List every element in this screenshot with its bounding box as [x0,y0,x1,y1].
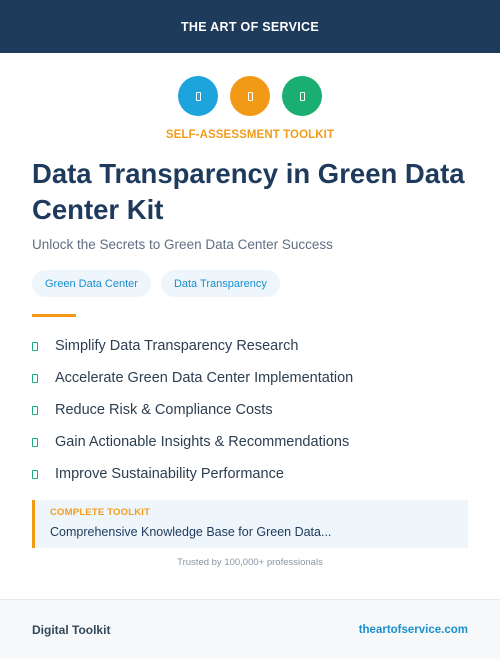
feature-item: Simplify Data Transparency Research [32,330,353,362]
website-link[interactable]: theartofservice.com [358,623,468,636]
brand-name: THE ART OF SERVICE [180,19,320,34]
feature-text: Gain Actionable Insights & Recommendatio… [55,434,350,450]
feature-item: Reduce Risk & Compliance Costs [32,394,353,426]
subtitle: Unlock the Secrets to Green Data Center … [32,237,333,252]
toolkit-callout: COMPLETE TOOLKIT Comprehensive Knowledge… [32,500,468,548]
feature-text: Simplify Data Transparency Research [55,338,299,354]
check-icon [32,437,38,447]
kicker-label: SELF-ASSESSMENT TOOLKIT [165,129,335,141]
feature-list: Simplify Data Transparency Research Acce… [32,330,353,490]
feature-item: Improve Sustainability Performance [32,458,353,490]
tag-list: Green Data Center Data Transparency [32,270,280,297]
blue-square-icon [178,76,218,116]
feature-item: Gain Actionable Insights & Recommendatio… [32,426,353,458]
toolkit-label: COMPLETE TOOLKIT [50,507,151,518]
feature-item: Accelerate Green Data Center Implementat… [32,362,353,394]
check-icon [32,341,38,351]
feature-text: Accelerate Green Data Center Implementat… [55,370,354,386]
check-icon [32,469,38,479]
header-bar: THE ART OF SERVICE [0,0,500,53]
feature-text: Improve Sustainability Performance [55,466,284,482]
tag-data-transparency[interactable]: Data Transparency [160,270,280,297]
accent-divider [32,314,76,317]
tag-green-data-center[interactable]: Green Data Center [32,270,151,297]
toolkit-description: Comprehensive Knowledge Base for Green D… [50,525,332,539]
footer-label: Digital Toolkit [32,622,111,637]
check-icon [32,373,38,383]
green-square-icon [282,76,322,116]
page-title: Data Transparency in Green Data Center K… [32,158,465,225]
trusted-note: Trusted by 100,000+ professionals [177,557,323,568]
icon-row [0,76,500,116]
check-icon [32,405,38,415]
orange-square-icon [230,76,270,116]
footer-bar: Digital Toolkit theartofservice.com [0,599,500,659]
feature-text: Reduce Risk & Compliance Costs [55,402,273,418]
